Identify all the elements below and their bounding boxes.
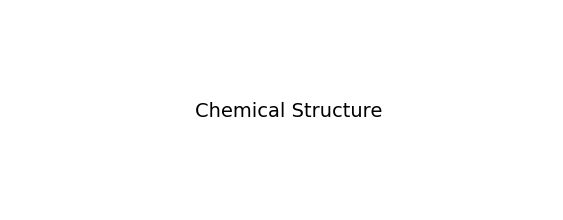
Text: Chemical Structure: Chemical Structure bbox=[195, 102, 382, 121]
